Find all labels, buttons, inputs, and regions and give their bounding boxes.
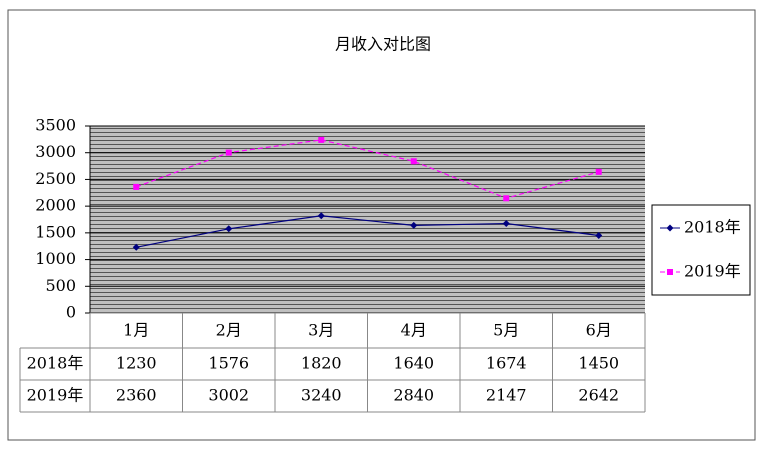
x-tick-label: 6月 [586, 321, 612, 340]
legend-label: 2019年 [684, 262, 741, 281]
y-tick-label: 500 [45, 276, 76, 295]
plot-area [90, 126, 645, 313]
table-row-label: 2018年 [27, 354, 84, 373]
point [132, 243, 140, 251]
table-cell: 1576 [208, 354, 249, 373]
legend-marker [666, 224, 674, 232]
table-cell: 1450 [578, 354, 619, 373]
table-cell: 3002 [208, 386, 249, 405]
point [410, 158, 417, 165]
x-tick-label: 2月 [216, 321, 242, 340]
point [502, 220, 510, 228]
y-tick-label: 3500 [35, 116, 76, 135]
table-cell: 1640 [393, 354, 434, 373]
point [318, 136, 325, 143]
x-tick-label: 1月 [123, 321, 149, 340]
legend-marker [667, 269, 673, 275]
y-tick-label: 2500 [35, 169, 76, 188]
chart-title: 月收入对比图 [335, 35, 431, 54]
point [503, 195, 510, 202]
y-tick-label: 1000 [35, 249, 76, 268]
point [317, 212, 325, 220]
y-tick-label: 1500 [35, 222, 76, 241]
legend-label: 2018年 [684, 218, 741, 237]
x-tick-label: 3月 [308, 321, 334, 340]
point [225, 225, 233, 233]
point [133, 183, 140, 190]
table-cell: 1820 [301, 354, 342, 373]
point [225, 149, 232, 156]
legend [651, 204, 751, 296]
table-cell: 2642 [578, 386, 619, 405]
table-cell: 3240 [301, 386, 342, 405]
point [595, 168, 602, 175]
x-tick-label: 4月 [401, 321, 427, 340]
x-tick-label: 5月 [493, 321, 519, 340]
table-cell: 2840 [393, 386, 434, 405]
y-tick-label: 3000 [35, 142, 76, 161]
y-tick-label: 0 [66, 303, 76, 322]
table-cell: 2147 [486, 386, 527, 405]
table-row-label: 2019年 [27, 386, 84, 405]
table-cell: 1674 [486, 354, 527, 373]
y-tick-label: 2000 [35, 196, 76, 215]
series-line [136, 215, 599, 248]
table-cell: 1230 [116, 354, 157, 373]
point [595, 232, 603, 240]
series-line [136, 139, 599, 199]
point [410, 221, 418, 229]
table-cell: 2360 [116, 386, 157, 405]
